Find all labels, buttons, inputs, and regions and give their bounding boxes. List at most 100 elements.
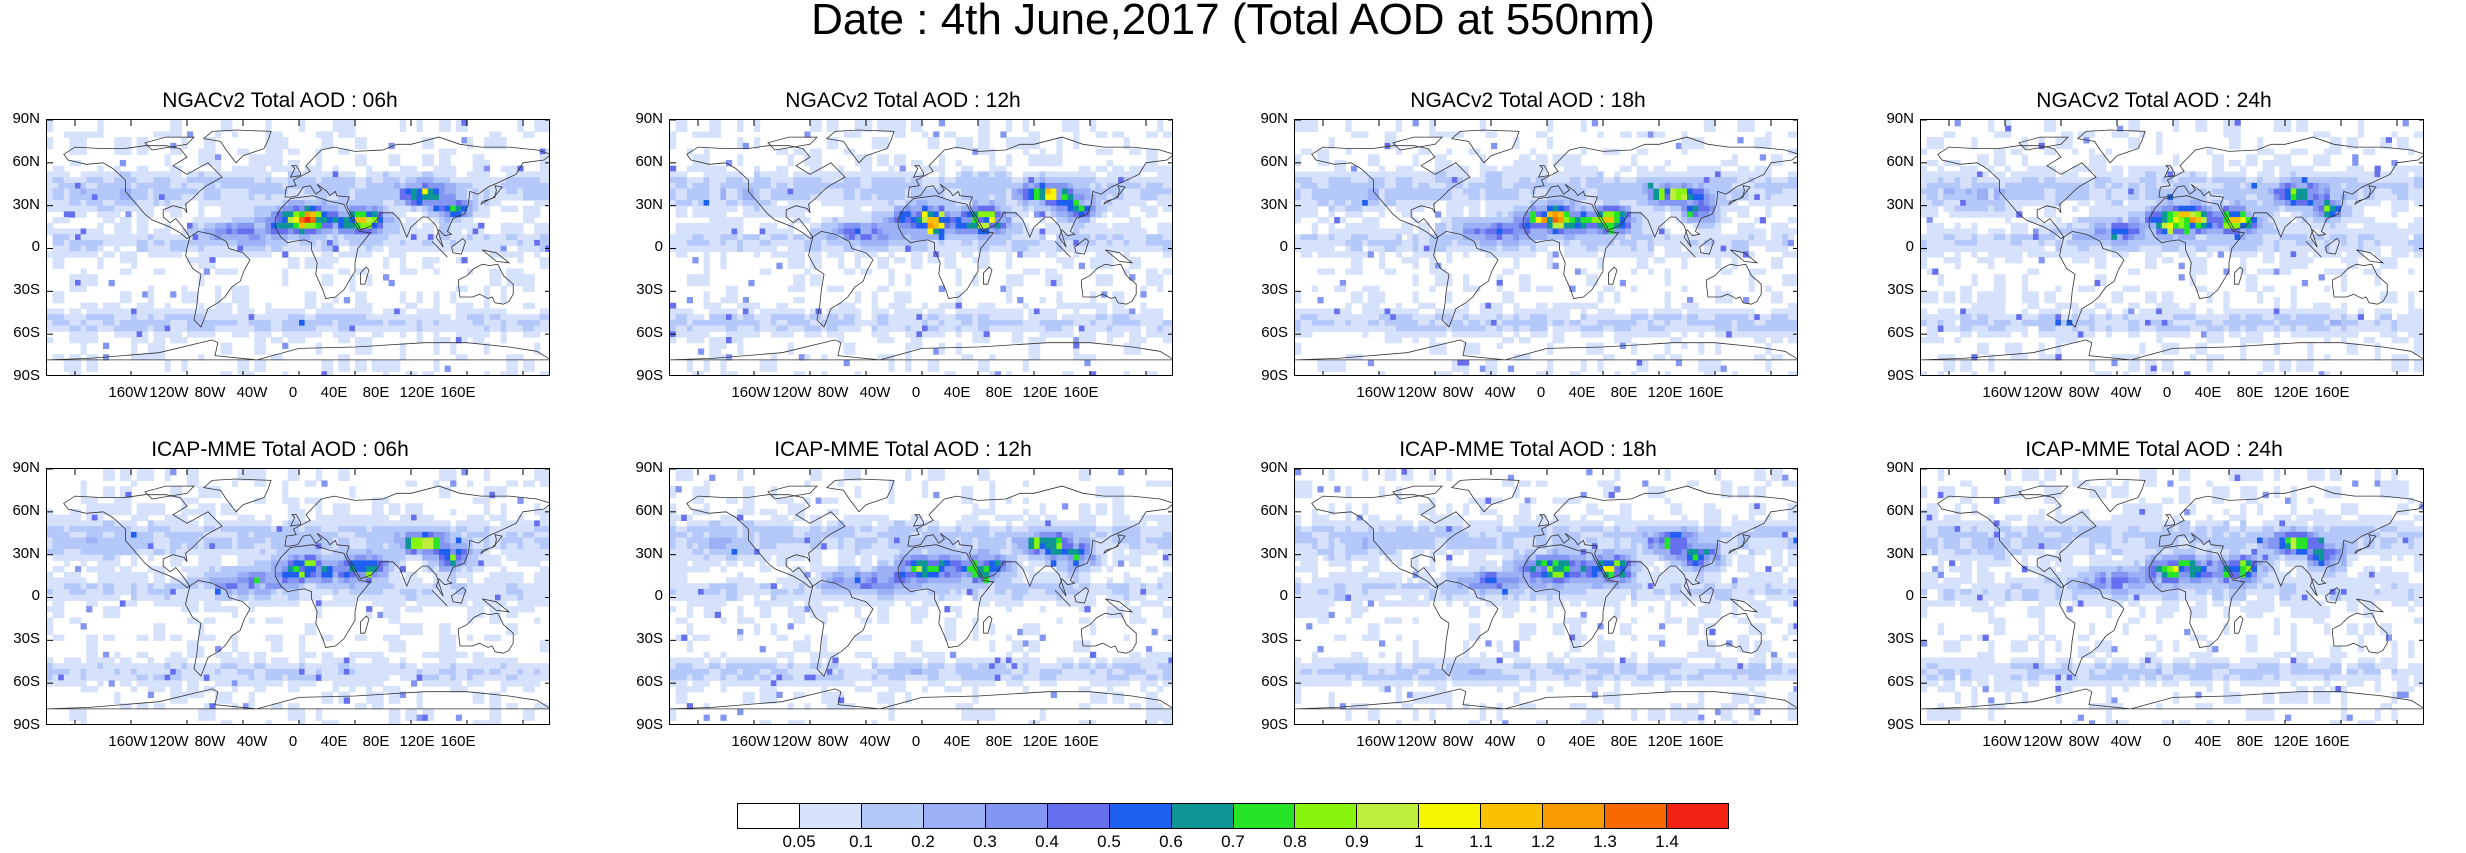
colorbar-swatch [1109,804,1172,828]
latitude-label: 90N [635,459,663,476]
coastline [1392,136,1443,151]
coastline [1295,688,1797,710]
latitude-label: 60S [13,324,40,341]
coastline [1608,615,1618,634]
colorbar-swatch [1357,804,1420,828]
coastline [458,612,514,654]
coastline [1433,579,1499,677]
coastline [1937,145,2097,239]
coastline [482,598,511,613]
latitude-label: 30N [1260,196,1288,213]
world-map [1294,119,1798,376]
coastline [458,263,514,305]
coastline [289,165,301,178]
colorbar-label: 0.05 [782,832,816,851]
colorbar-swatch [799,804,862,828]
map-panel: NGACv2 Total AOD : 06h 90N 60N 30N 0 30S 60S 90… [10,88,550,420]
map-panel: ICAP-MME Total AOD : 12h 90N 60N 30N 0 30S 60S… [633,437,1173,769]
coastline [686,145,846,239]
colorbar-swatch [923,804,986,828]
longitude-label: 80E [2236,733,2264,750]
colorbar-label: 0.1 [849,832,873,851]
coastline [1679,241,1696,258]
longitude-label: 80E [2236,384,2264,401]
colorbar-label: 1.2 [1531,832,1555,851]
panel-title: NGACv2 Total AOD : 06h [162,89,398,112]
latitude-label: 30N [1886,545,1914,562]
latitude-label: 90N [1886,459,1914,476]
world-map [1920,468,2424,725]
coastline [274,195,372,299]
coastline [1450,129,1520,164]
coastline [1532,485,1797,597]
coastline [185,579,251,677]
longitude-label: 120W [149,384,189,401]
coastline [482,249,511,264]
colorbar-swatch [1543,804,1606,828]
longitude-label: 160W [1982,733,2022,750]
latitude-label: 0 [654,238,663,255]
longitude-label: 0 [1536,733,1546,750]
latitude-label: 0 [654,587,663,604]
longitude-label: 80W [2068,384,2100,401]
coastline [907,136,1172,248]
latitude-label: 0 [31,238,40,255]
latitude-label: 60S [636,673,663,690]
panel-title: NGACv2 Total AOD : 24h [2036,89,2272,112]
latitude-label: 60N [635,502,663,519]
longitude-label: 120W [1397,384,1437,401]
latitude-label: 60N [1886,502,1914,519]
coastline [1537,514,1549,527]
colorbar-label: 0.5 [1097,832,1121,851]
longitude-label: 40W [859,733,891,750]
longitude-label: 160E [440,384,476,401]
latitude-label: 30N [635,196,663,213]
coastline [2076,478,2146,513]
coastline [808,579,874,677]
longitude-label: 40W [859,384,891,401]
colorbar-label: 1.1 [1469,832,1493,851]
latitude-label: 30S [1887,630,1914,647]
latitude-label: 30S [1887,281,1914,298]
longitude-label: 160E [1063,733,1099,750]
latitude-label: 90S [1887,367,1914,384]
coastline [1081,263,1137,305]
coastline [670,688,1172,710]
latitude-label: 90S [13,716,40,733]
map-panel: ICAP-MME Total AOD : 24h 90N 60N 30N 0 30S 60S… [1884,437,2424,769]
coastline [686,494,846,588]
aod-field [1921,469,2423,724]
coastline [431,590,448,607]
longitude-label: 0 [288,733,298,750]
coastline [144,485,195,500]
latitude-label: 60N [12,502,40,519]
latitude-label: 60S [1261,324,1288,341]
longitude-label: 40E [943,384,971,401]
longitude-label: 160W [108,733,148,750]
longitude-label: 160E [440,733,476,750]
longitude-label: 40W [236,733,268,750]
latitude-label: 90N [12,459,40,476]
coastline [1433,230,1499,328]
coastline [480,185,503,206]
longitude-label: 80E [1610,733,1638,750]
world-map [669,468,1173,725]
longitude-label: 0 [288,384,298,401]
longitude-label: 40E [2194,384,2222,401]
panel-title: NGACv2 Total AOD : 12h [785,89,1021,112]
coastline [2158,485,2423,597]
coastline [907,485,1172,597]
coastline [983,266,993,285]
coastline [274,544,372,648]
coastline [2148,544,2246,648]
coastline [767,136,818,151]
longitude-label: 120W [1397,733,1437,750]
coastline [2354,534,2377,555]
longitude-label: 160W [731,384,771,401]
coastline [431,241,448,258]
coastline [825,129,895,164]
longitude-label: 40E [320,733,348,750]
coastline [767,485,818,500]
coastline [1081,612,1137,654]
coastline [451,237,467,255]
